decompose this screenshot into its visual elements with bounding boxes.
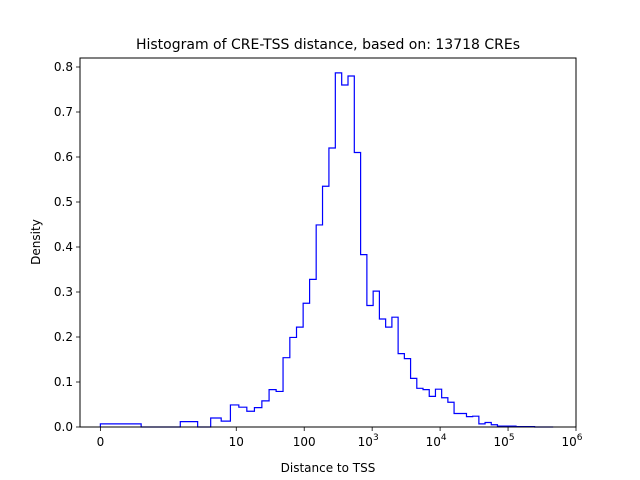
plot-area	[99, 72, 554, 428]
y-tick-label: 0.3	[54, 285, 73, 299]
y-tick-label: 0.2	[54, 330, 73, 344]
x-tick-label: 0	[97, 435, 105, 449]
y-tick-label: 0.4	[54, 240, 73, 254]
y-tick-label: 0.6	[54, 150, 73, 164]
axes-frame	[79, 57, 577, 428]
histogram-step-line	[99, 72, 554, 428]
chart-title: Histogram of CRE-TSS distance, based on:…	[136, 37, 520, 53]
y-tick-label: 0.1	[54, 375, 73, 389]
y-axis-ticks: 0.0 0.1 0.2 0.3 0.4 0.5 0.6 0.7 0.8	[54, 60, 80, 434]
y-tick-label: 0.8	[54, 60, 73, 74]
y-tick-label: 0.0	[54, 420, 73, 434]
x-tick-label: 105	[494, 433, 515, 449]
y-tick-label: 0.5	[54, 195, 73, 209]
x-tick-label: 103	[358, 433, 379, 449]
x-tick-label: 106	[561, 433, 582, 449]
y-axis-label: Density	[29, 219, 43, 265]
x-axis-label: Distance to TSS	[281, 461, 376, 475]
x-axis-ticks: 0 10 100 103 104 105 106	[97, 427, 583, 449]
x-tick-label: 100	[293, 435, 316, 449]
x-tick-label: 104	[426, 433, 447, 449]
y-tick-label: 0.7	[54, 105, 73, 119]
x-tick-label: 10	[229, 435, 244, 449]
